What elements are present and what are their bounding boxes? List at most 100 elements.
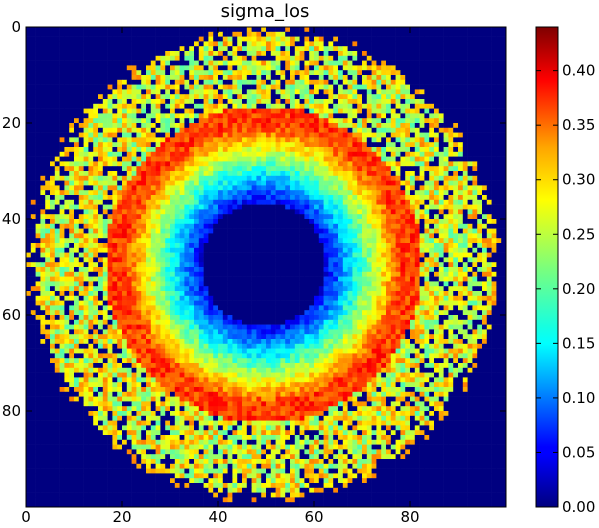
heatmap-cell (112, 243, 118, 249)
heatmap-cell (376, 238, 382, 244)
heatmap-cell (491, 204, 497, 210)
heatmap-cell (338, 209, 344, 215)
heatmap-cell (246, 70, 252, 76)
heatmap-cell (150, 199, 156, 205)
heatmap-cell (165, 75, 171, 81)
heatmap-cell (482, 238, 488, 244)
heatmap-cell (93, 75, 99, 81)
heatmap-cell (227, 89, 233, 95)
heatmap-cell (299, 257, 305, 263)
heatmap-cell (155, 27, 161, 33)
heatmap-cell (467, 46, 473, 52)
heatmap-cell (429, 190, 435, 196)
heatmap-cell (208, 257, 214, 263)
heatmap-cell (434, 51, 440, 57)
heatmap-cell (280, 99, 286, 105)
heatmap-cell (410, 103, 416, 109)
heatmap-cell (64, 118, 70, 124)
heatmap-cell (150, 175, 156, 181)
heatmap-cell (26, 123, 32, 129)
heatmap-cell (78, 108, 84, 114)
heatmap-cell (314, 123, 320, 129)
heatmap-cell (448, 84, 454, 90)
heatmap-cell (414, 219, 420, 225)
heatmap-cell (462, 65, 468, 71)
heatmap-cell (246, 108, 252, 114)
heatmap-cell (69, 108, 75, 114)
heatmap-cell (26, 171, 32, 177)
heatmap-cell (453, 147, 459, 153)
heatmap-cell (170, 60, 176, 66)
heatmap-cell (299, 84, 305, 90)
heatmap-cell (141, 171, 147, 177)
heatmap-cell (486, 228, 492, 234)
heatmap-cell (78, 151, 84, 157)
heatmap-cell (246, 31, 252, 37)
heatmap-cell (242, 94, 248, 100)
heatmap-cell (371, 223, 377, 229)
heatmap-cell (107, 70, 113, 76)
heatmap-cell (122, 161, 128, 167)
heatmap-cell (26, 41, 32, 47)
heatmap-cell (69, 60, 75, 66)
heatmap-cell (131, 247, 137, 253)
heatmap-cell (294, 65, 300, 71)
heatmap-cell (117, 51, 123, 57)
heatmap-cell (242, 99, 248, 105)
heatmap-cell (362, 89, 368, 95)
heatmap-cell (342, 247, 348, 253)
heatmap-cell (299, 156, 305, 162)
heatmap-cell (352, 214, 358, 220)
heatmap-cell (501, 142, 507, 148)
heatmap-cell (458, 41, 464, 47)
heatmap-cell (40, 247, 46, 253)
heatmap-cell (438, 94, 444, 100)
heatmap-cell (150, 132, 156, 138)
heatmap-cell (501, 233, 507, 239)
heatmap-cell (26, 51, 32, 57)
heatmap-cell (429, 27, 435, 33)
heatmap-cell (59, 175, 65, 181)
heatmap-cell (491, 65, 497, 71)
heatmap-cell (486, 209, 492, 215)
heatmap-cell (126, 190, 132, 196)
heatmap-cell (40, 113, 46, 119)
heatmap-cell (486, 252, 492, 258)
heatmap-cell (170, 27, 176, 33)
heatmap-cell (165, 190, 171, 196)
heatmap-cell (208, 55, 214, 61)
heatmap-cell (294, 171, 300, 177)
heatmap-cell (290, 65, 296, 71)
heatmap-cell (333, 70, 339, 76)
heatmap-cell (227, 180, 233, 186)
heatmap-cell (98, 190, 104, 196)
heatmap-cell (462, 70, 468, 76)
heatmap-cell (486, 108, 492, 114)
heatmap-cell (438, 209, 444, 215)
heatmap-cell (390, 204, 396, 210)
heatmap-cell (290, 31, 296, 37)
heatmap-cell (69, 247, 75, 253)
heatmap-cell (280, 175, 286, 181)
heatmap-cell (170, 252, 176, 258)
heatmap-cell (443, 252, 449, 258)
heatmap-cell (285, 219, 291, 225)
heatmap-cell (174, 84, 180, 90)
heatmap-cell (395, 31, 401, 37)
heatmap-cell (131, 161, 137, 167)
heatmap-cell (126, 219, 132, 225)
heatmap-cell (242, 247, 248, 253)
heatmap-cell (35, 118, 41, 124)
heatmap-cell (227, 55, 233, 61)
heatmap-cell (54, 262, 60, 268)
heatmap-cell (242, 65, 248, 71)
heatmap-cell (386, 137, 392, 143)
heatmap-cell (69, 27, 75, 33)
heatmap-cell (266, 41, 272, 47)
heatmap-cell (83, 185, 89, 191)
heatmap-cell (30, 156, 36, 162)
heatmap-cell (314, 147, 320, 153)
heatmap-cell (357, 51, 363, 57)
heatmap-cell (414, 70, 420, 76)
heatmap-cell (366, 89, 372, 95)
